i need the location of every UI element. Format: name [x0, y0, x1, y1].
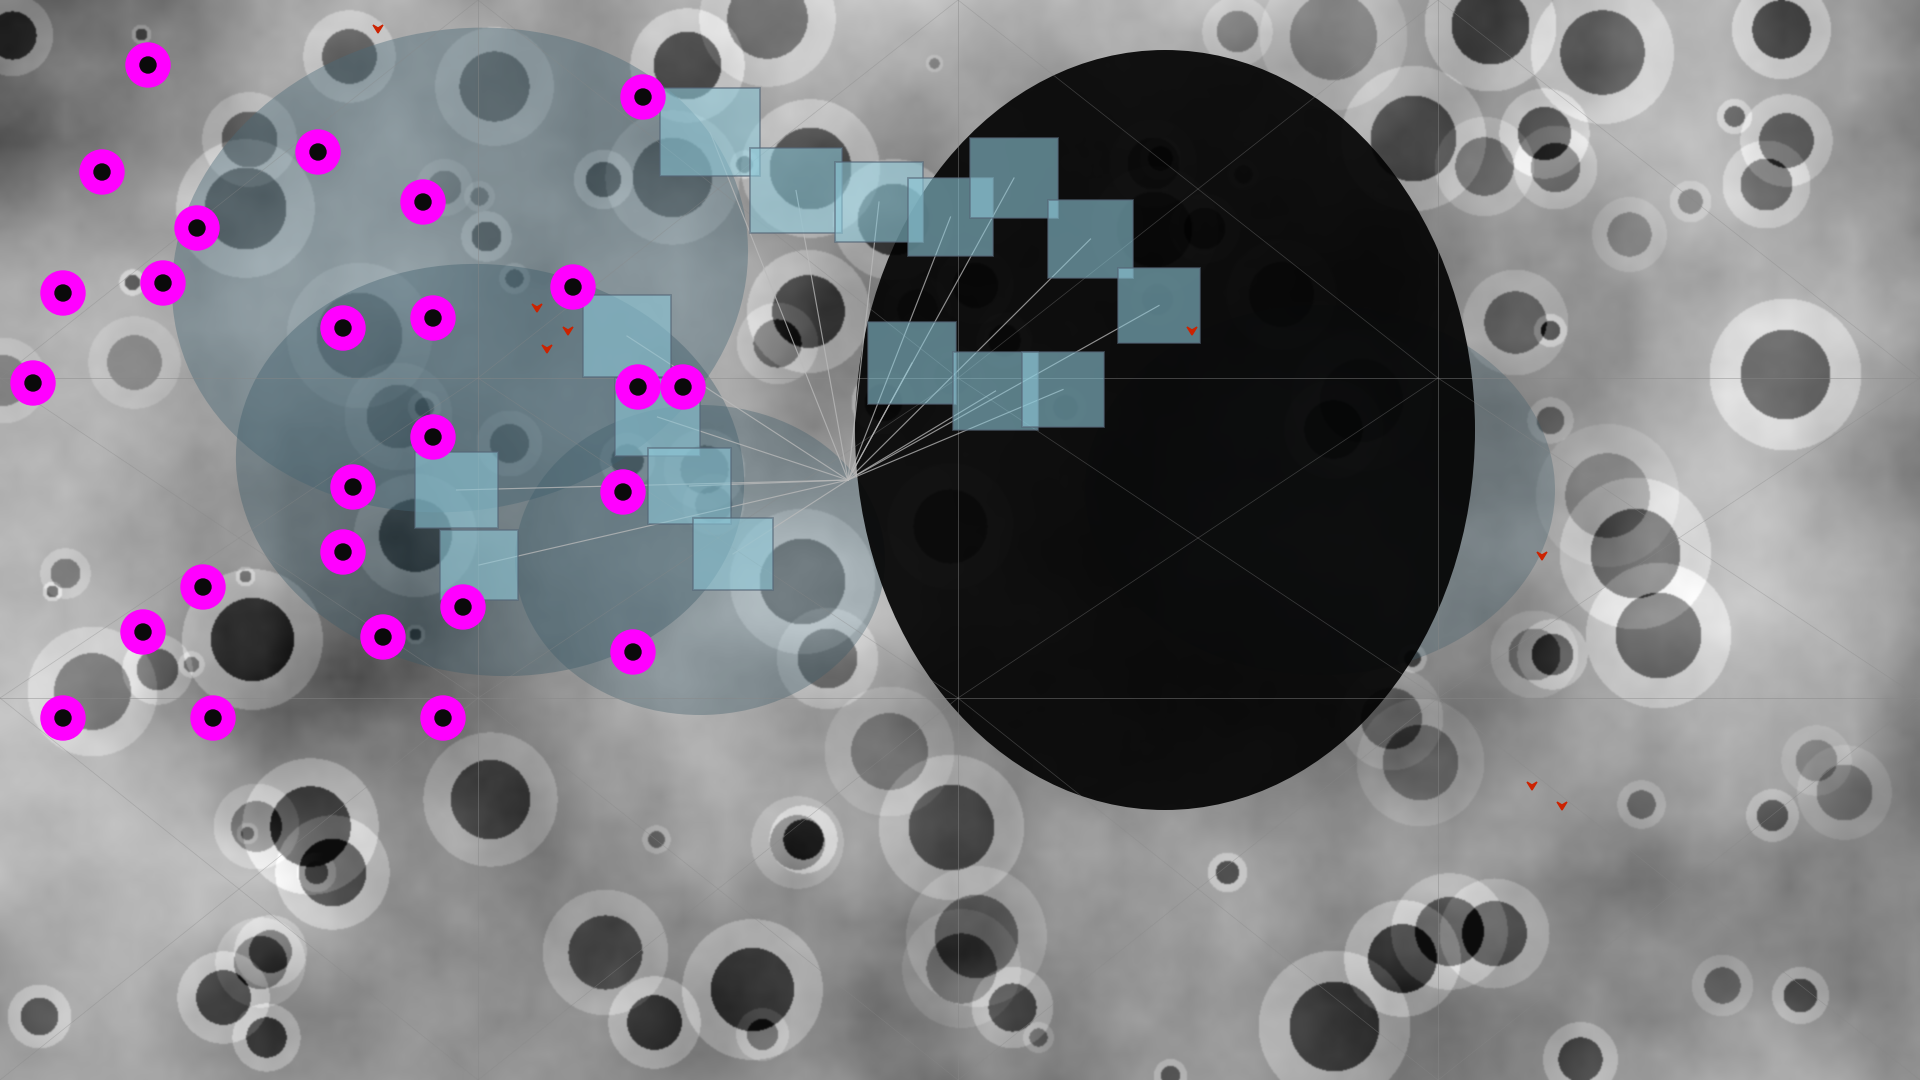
Circle shape — [140, 57, 156, 73]
Polygon shape — [372, 25, 382, 33]
Polygon shape — [1526, 782, 1538, 789]
FancyBboxPatch shape — [868, 322, 956, 404]
Polygon shape — [1538, 552, 1548, 561]
Circle shape — [334, 544, 351, 561]
Polygon shape — [541, 345, 553, 353]
Polygon shape — [1557, 802, 1567, 810]
FancyBboxPatch shape — [584, 295, 670, 377]
FancyBboxPatch shape — [693, 518, 774, 590]
Circle shape — [660, 365, 705, 409]
Circle shape — [411, 415, 455, 459]
FancyBboxPatch shape — [440, 530, 518, 600]
Circle shape — [415, 194, 430, 210]
Circle shape — [81, 150, 125, 194]
Circle shape — [56, 285, 71, 301]
Circle shape — [455, 599, 470, 615]
Circle shape — [442, 585, 486, 629]
FancyBboxPatch shape — [1048, 200, 1133, 278]
Polygon shape — [563, 327, 572, 335]
FancyBboxPatch shape — [908, 178, 993, 256]
Circle shape — [188, 220, 205, 237]
Circle shape — [551, 265, 595, 309]
Circle shape — [140, 261, 184, 305]
Polygon shape — [1187, 327, 1196, 335]
Circle shape — [180, 565, 225, 609]
Circle shape — [620, 75, 664, 119]
Circle shape — [401, 180, 445, 224]
FancyBboxPatch shape — [751, 148, 843, 233]
Circle shape — [40, 271, 84, 315]
Circle shape — [190, 696, 234, 740]
FancyBboxPatch shape — [1117, 268, 1200, 343]
Circle shape — [134, 624, 152, 640]
Circle shape — [420, 696, 465, 740]
Circle shape — [346, 480, 361, 495]
Circle shape — [676, 379, 691, 395]
Circle shape — [127, 43, 171, 87]
Circle shape — [636, 89, 651, 105]
Circle shape — [361, 615, 405, 659]
Ellipse shape — [236, 264, 745, 676]
Ellipse shape — [854, 50, 1475, 810]
Ellipse shape — [515, 405, 885, 715]
Circle shape — [611, 630, 655, 674]
Circle shape — [630, 379, 645, 395]
Circle shape — [175, 206, 219, 249]
Circle shape — [616, 365, 660, 409]
FancyBboxPatch shape — [970, 138, 1058, 218]
Circle shape — [25, 375, 40, 391]
FancyBboxPatch shape — [1021, 352, 1104, 427]
Polygon shape — [532, 303, 541, 312]
FancyBboxPatch shape — [835, 162, 924, 242]
Circle shape — [601, 470, 645, 514]
Circle shape — [424, 310, 442, 326]
FancyBboxPatch shape — [415, 453, 497, 528]
Circle shape — [56, 710, 71, 726]
Circle shape — [436, 710, 451, 726]
Circle shape — [424, 429, 442, 445]
Circle shape — [321, 530, 365, 573]
FancyBboxPatch shape — [649, 448, 732, 524]
Circle shape — [564, 279, 582, 295]
Circle shape — [330, 465, 374, 509]
FancyBboxPatch shape — [660, 87, 760, 176]
Ellipse shape — [1085, 305, 1555, 675]
Circle shape — [626, 644, 641, 660]
Circle shape — [121, 610, 165, 654]
Circle shape — [321, 306, 365, 350]
Circle shape — [374, 629, 392, 645]
Circle shape — [12, 361, 56, 405]
Circle shape — [94, 164, 109, 180]
Circle shape — [309, 144, 326, 160]
Circle shape — [411, 296, 455, 340]
FancyBboxPatch shape — [614, 378, 701, 456]
Circle shape — [614, 484, 632, 500]
Circle shape — [334, 320, 351, 336]
Circle shape — [40, 696, 84, 740]
Circle shape — [296, 130, 340, 174]
Circle shape — [196, 579, 211, 595]
FancyBboxPatch shape — [952, 352, 1039, 430]
Ellipse shape — [173, 28, 749, 512]
Circle shape — [156, 275, 171, 291]
Circle shape — [205, 710, 221, 726]
